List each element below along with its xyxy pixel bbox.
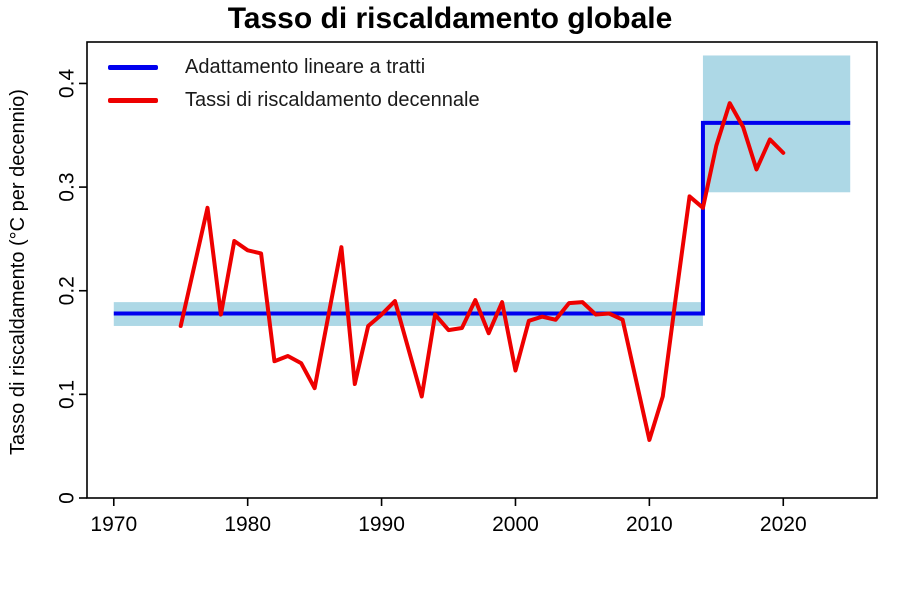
legend-label-piecewise-fit: Adattamento lineare a tratti — [185, 56, 426, 78]
x-tick-label-2020: 2020 — [760, 513, 807, 536]
x-tick-label-1970: 1970 — [90, 513, 137, 536]
decadal-rates-line — [178, 101, 786, 442]
x-tick-label-1990: 1990 — [358, 513, 405, 536]
y-tick-label-0.4: 0.4 — [56, 69, 79, 99]
legend-line-blue-icon — [108, 65, 158, 70]
legend-line-red-icon — [108, 98, 158, 103]
piecewise-fit-line — [113, 120, 851, 316]
chart-title: Tasso di riscaldamento globale — [227, 2, 673, 35]
y-tick-label-0.1: 0.1 — [56, 380, 79, 409]
y-tick-label-0.2: 0.2 — [56, 276, 79, 305]
y-tick-label-0.3: 0.3 — [56, 172, 79, 201]
y-tick-label-0: 0 — [56, 492, 79, 504]
plot-frame — [86, 41, 878, 499]
x-tick-label-1980: 1980 — [224, 513, 271, 536]
legend-item-piecewise-fit: Adattamento lineare a tratti — [108, 56, 425, 79]
legend-label-decadal-rates: Tassi di riscaldamento decennale — [185, 89, 480, 111]
x-tick-label-2000: 2000 — [492, 513, 539, 536]
legend-item-decadal-rates: Tassi di riscaldamento decennale — [108, 89, 480, 112]
x-tick-label-2010: 2010 — [626, 513, 673, 536]
